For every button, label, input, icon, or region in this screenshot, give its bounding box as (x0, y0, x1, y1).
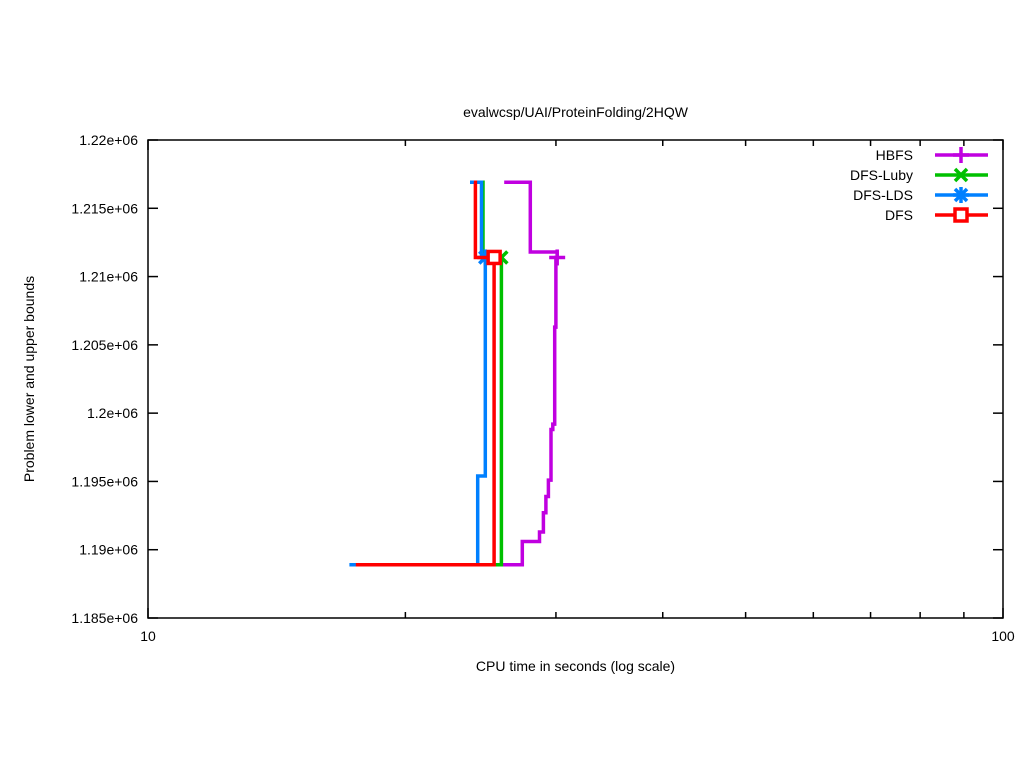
series-DFS-end-marker (486, 249, 502, 266)
y-tick-label: 1.21e+06 (79, 269, 138, 285)
series-HBFS-end-marker (549, 249, 566, 266)
legend-label-HBFS: HBFS (876, 147, 913, 163)
y-tick-label: 1.215e+06 (71, 200, 138, 216)
legend-marker-HBFS (953, 147, 969, 163)
series-HBFS-lower-bound-curve (355, 255, 558, 567)
legend-marker-DFS-LDS (953, 187, 969, 203)
y-tick-label: 1.22e+06 (79, 132, 138, 148)
y-tick-label: 1.185e+06 (71, 610, 138, 626)
chart-title: evalwcsp/UAI/ProteinFolding/2HQW (463, 104, 688, 120)
series-DFS-lower-bound-curve (355, 257, 496, 567)
x-axis-title: CPU time in seconds (log scale) (475, 658, 676, 674)
series-DFS-upper-bound-curve (473, 180, 495, 260)
y-tick-label: 1.2e+06 (87, 405, 138, 421)
legend-marker-DFS (953, 207, 969, 223)
x-tick-label: 100 (991, 628, 1015, 644)
legend-label-DFS-Luby: DFS-Luby (850, 167, 913, 183)
y-tick-label: 1.205e+06 (71, 337, 138, 353)
x-tick-label: 10 (140, 628, 156, 644)
legend-label-DFS-LDS: DFS-LDS (853, 187, 913, 203)
series-DFS-LDS-upper-bound-curve (470, 180, 486, 260)
plot-border (147, 139, 1004, 619)
legend-marker-DFS-Luby (953, 167, 969, 183)
series-DFS-Luby-lower-bound-curve (355, 257, 504, 567)
series-DFS-Luby-upper-bound-curve (480, 180, 502, 260)
series-HBFS-upper-bound-curve (504, 180, 559, 258)
y-tick-label: 1.195e+06 (71, 473, 138, 489)
legend-label-DFS: DFS (885, 207, 913, 223)
series-DFS-LDS-lower-bound-curve (349, 257, 488, 567)
y-tick-label: 1.19e+06 (79, 542, 138, 558)
